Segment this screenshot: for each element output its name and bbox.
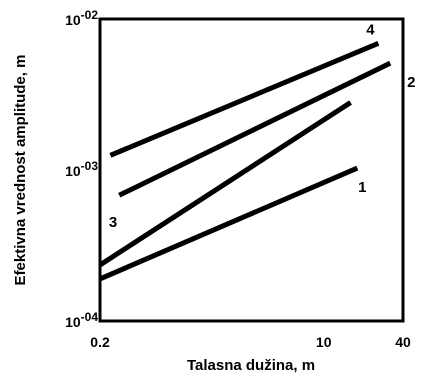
y-tick-label: 10-04 [65,310,98,330]
series-label-2: 2 [407,74,415,91]
y-tick-label: 10-02 [65,8,98,28]
series-label-4: 4 [366,21,375,38]
y-tick-label: 10-03 [65,159,98,179]
series-line-1 [99,165,359,282]
x-tick-label: 40 [395,334,411,350]
x-axis-label: Talasna dužina, m [187,357,315,374]
plot-area [98,17,405,323]
series-line-2 [118,60,392,198]
y-axis-label: Efektivna vrednost amplitude, m [12,55,29,286]
x-tick-label: 10 [316,334,332,350]
series-label-1: 1 [358,179,366,196]
x-tick-label: 0.2 [90,334,110,350]
series-label-3: 3 [109,214,117,231]
series-line-3 [98,100,352,268]
series-line-4 [109,41,380,158]
